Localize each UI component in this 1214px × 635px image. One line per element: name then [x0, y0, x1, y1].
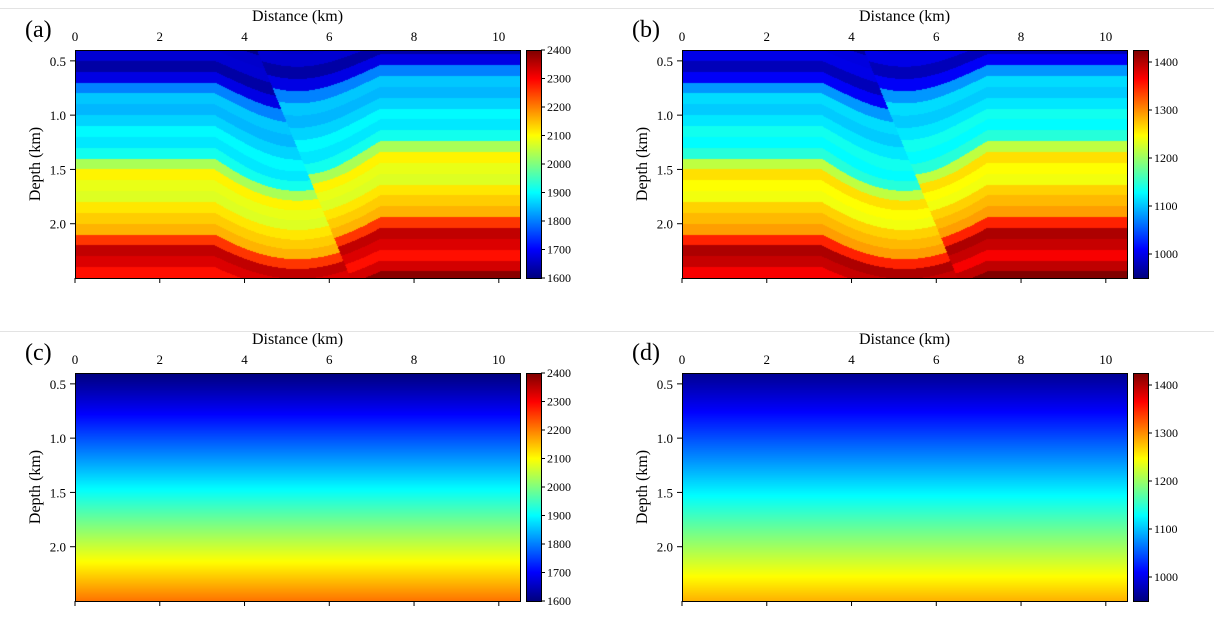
panel-label: (a) [25, 17, 52, 43]
plot-frame [75, 50, 521, 279]
panel-label: (c) [25, 340, 52, 366]
colorbar-tick-label: 2000 [547, 480, 571, 494]
x-tick-label: 10 [492, 29, 505, 44]
colorbar-tick-label: 2300 [547, 72, 571, 86]
colorbar [1133, 373, 1148, 601]
plot-frame [682, 50, 1128, 279]
y-tick-label: 2.0 [657, 540, 673, 555]
colorbar-tick-label: 2400 [547, 366, 571, 380]
colorbar-tick-label: 2100 [547, 129, 571, 143]
colorbar-tick-label: 2100 [547, 452, 571, 466]
colorbar-tick-label: 1200 [1154, 474, 1178, 488]
x-tick-label: 6 [326, 352, 333, 367]
panel-3: (c) Distance (km) Depth (km) 0 2 4 6 8 10 0.5 1.0 1… [25, 331, 571, 608]
x-tick-label: 4 [848, 352, 855, 367]
x-tick-label: 0 [72, 352, 79, 367]
colorbar-tick-label: 1400 [1154, 378, 1178, 392]
colorbar-tick-label: 1200 [1154, 151, 1178, 165]
panel-2: (b) Distance (km) Depth (km) 0 2 4 6 8 10 0.5 1.0 1… [632, 8, 1178, 283]
colorbar-tick-label: 2200 [547, 100, 571, 114]
colorbar-frame [1133, 50, 1149, 279]
colorbar-tick-label: 1900 [547, 186, 571, 200]
y-tick-label: 1.0 [50, 431, 66, 446]
x-tick-label: 4 [241, 352, 248, 367]
x-axis-title: Distance (km) [859, 331, 950, 348]
x-axis-title: Distance (km) [252, 8, 343, 25]
x-tick-label: 10 [1099, 29, 1112, 44]
x-tick-label: 6 [933, 29, 940, 44]
y-axis-title: Depth (km) [634, 127, 651, 201]
plot-frame [75, 373, 521, 602]
x-tick-label: 0 [679, 352, 686, 367]
x-tick-label: 2 [764, 352, 771, 367]
y-tick-label: 1.0 [657, 108, 673, 123]
velocity-heatmap [682, 50, 1127, 278]
panel-label: (d) [632, 340, 660, 366]
x-tick-label: 10 [1099, 352, 1112, 367]
colorbar-tick-label: 1600 [547, 594, 571, 608]
velocity-heatmap [75, 373, 520, 601]
x-tick-label: 6 [933, 352, 940, 367]
x-tick-label: 8 [1018, 352, 1025, 367]
x-tick-label: 2 [764, 29, 771, 44]
colorbar-tick-label: 2400 [547, 43, 571, 57]
panel-4: (d) Distance (km) Depth (km) 0 2 4 6 8 10 0.5 1.0 1… [632, 331, 1178, 606]
y-tick-label: 2.0 [50, 217, 66, 232]
colorbar-tick-label: 1300 [1154, 426, 1178, 440]
y-tick-label: 1.5 [50, 485, 66, 500]
velocity-heatmap [75, 50, 520, 278]
y-tick-label: 2.0 [50, 540, 66, 555]
colorbar [526, 50, 541, 278]
x-tick-label: 10 [492, 352, 505, 367]
y-tick-label: 0.5 [50, 377, 66, 392]
y-tick-label: 1.0 [50, 108, 66, 123]
x-tick-label: 2 [157, 29, 164, 44]
velocity-heatmap [682, 373, 1127, 601]
x-tick-label: 8 [411, 29, 418, 44]
y-tick-label: 1.0 [657, 431, 673, 446]
y-tick-label: 1.5 [657, 162, 673, 177]
colorbar-tick-label: 1900 [547, 509, 571, 523]
x-axis-title: Distance (km) [859, 8, 950, 25]
x-tick-label: 2 [157, 352, 164, 367]
y-axis-title: Depth (km) [27, 450, 44, 524]
y-axis-title: Depth (km) [634, 450, 651, 524]
panel-1: (a) Distance (km) Depth (km) 0 2 4 6 8 10 0.5 1.0 1… [25, 8, 571, 285]
colorbar-tick-label: 1100 [1154, 522, 1178, 536]
colorbar-tick-label: 1000 [1154, 570, 1178, 584]
y-axis-title: Depth (km) [27, 127, 44, 201]
colorbar-tick-label: 1700 [547, 243, 571, 257]
y-tick-label: 2.0 [657, 217, 673, 232]
x-axis-title: Distance (km) [252, 331, 343, 348]
colorbar-tick-label: 1600 [547, 271, 571, 285]
colorbar-tick-label: 1300 [1154, 103, 1178, 117]
x-tick-label: 0 [679, 29, 686, 44]
colorbar-tick-label: 1700 [547, 566, 571, 580]
y-tick-label: 1.5 [50, 162, 66, 177]
x-tick-label: 4 [848, 29, 855, 44]
panel-label: (b) [632, 17, 660, 43]
x-tick-label: 0 [72, 29, 79, 44]
colorbar-tick-label: 1400 [1154, 55, 1178, 69]
colorbar-tick-label: 1000 [1154, 247, 1178, 261]
plot-frame [682, 373, 1128, 602]
x-tick-label: 6 [326, 29, 333, 44]
colorbar-tick-label: 1100 [1154, 199, 1178, 213]
y-tick-label: 0.5 [657, 377, 673, 392]
colorbar-tick-label: 2300 [547, 395, 571, 409]
y-tick-label: 0.5 [50, 54, 66, 69]
colorbar-tick-label: 1800 [547, 537, 571, 551]
y-tick-label: 1.5 [657, 485, 673, 500]
x-tick-label: 8 [1018, 29, 1025, 44]
colorbar-tick-label: 2200 [547, 423, 571, 437]
x-tick-label: 4 [241, 29, 248, 44]
colorbar-tick-label: 1800 [547, 214, 571, 228]
colorbar-frame [1133, 373, 1149, 602]
x-tick-label: 8 [411, 352, 418, 367]
y-tick-label: 0.5 [657, 54, 673, 69]
colorbar [526, 373, 541, 601]
colorbar-tick-label: 2000 [547, 157, 571, 171]
colorbar [1133, 50, 1148, 278]
